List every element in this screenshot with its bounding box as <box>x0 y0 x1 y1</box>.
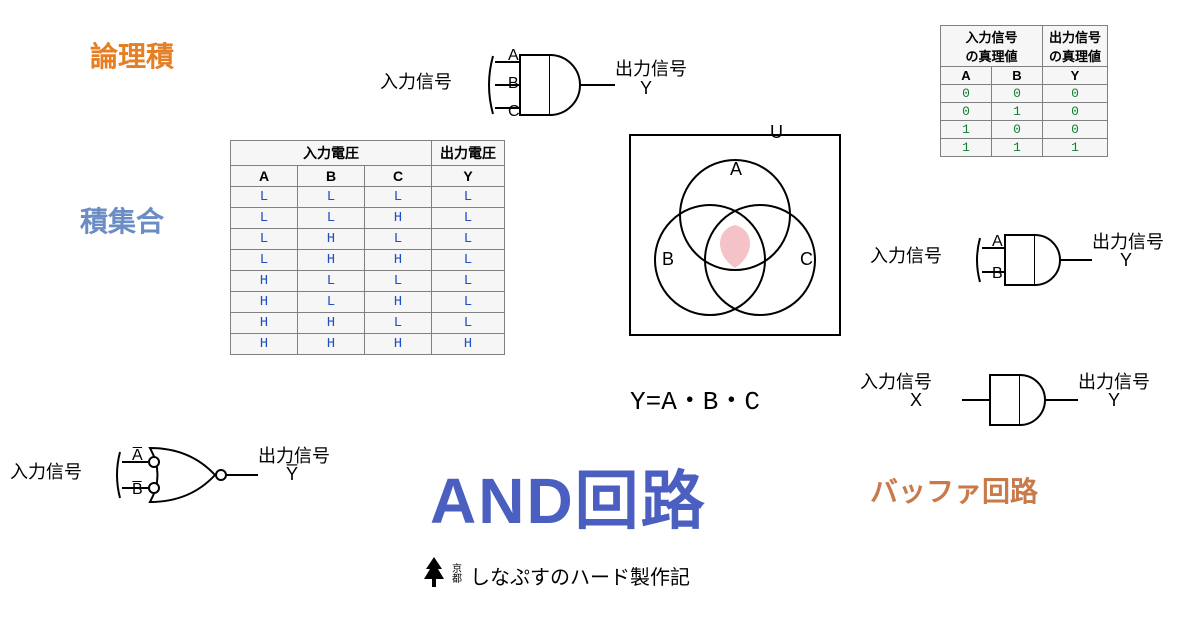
gate-buffer: 入力信号 X 出力信号 Y <box>850 360 1170 445</box>
svg-text:B̅: B̅ <box>132 480 143 498</box>
svg-text:U: U <box>770 122 783 142</box>
label-buffer: バッファ回路 <box>870 470 1038 510</box>
svg-text:B: B <box>992 265 1003 282</box>
svg-text:A: A <box>508 47 519 64</box>
tree-icon <box>420 555 448 595</box>
label-sekishugo: 積集合 <box>80 200 164 240</box>
gate-and2: A B 入力信号 出力信号 Y <box>870 220 1170 305</box>
gate-buffer-y: Y <box>1108 390 1120 411</box>
svg-text:A: A <box>992 233 1003 250</box>
footer-text: しなぷすのハード製作記 <box>470 561 690 590</box>
footer: 京都 しなぷすのハード製作記 <box>420 555 690 595</box>
gate-nor-inv: A̅ B̅ 入力信号 出力信号 Y̅ <box>10 430 330 525</box>
gate-and3-in-label: 入力信号 <box>380 68 452 94</box>
truth-table-2in: 入力信号の真理値出力信号の真理値ABY000010100111 <box>940 25 1108 157</box>
footer-prefix: 京都 <box>452 565 466 585</box>
gate-nor-in-label: 入力信号 <box>10 458 82 484</box>
svg-text:A: A <box>730 159 742 179</box>
voltage-table: 入力電圧出力電圧ABCYLLLLLLHLLHLLLHHLHLLLHLHLHHLL… <box>230 140 505 355</box>
svg-text:B: B <box>662 249 674 269</box>
page-title: AND回路 <box>430 450 707 542</box>
gate-nor-ybar: Y̅ <box>286 464 298 485</box>
gate-and3-out-y: Y <box>640 78 652 99</box>
svg-text:A̅: A̅ <box>132 446 143 464</box>
svg-text:C: C <box>800 249 813 269</box>
venn-diagram: U A B C <box>620 120 850 355</box>
gate-buffer-x: X <box>910 390 922 411</box>
gate-and2-out-y: Y <box>1120 250 1132 271</box>
gate-and2-in-label: 入力信号 <box>870 242 942 268</box>
formula: Y=A・B・C <box>630 380 760 417</box>
label-ronriseki: 論理積 <box>90 35 174 75</box>
svg-text:B: B <box>508 75 519 92</box>
svg-text:C: C <box>508 103 520 120</box>
